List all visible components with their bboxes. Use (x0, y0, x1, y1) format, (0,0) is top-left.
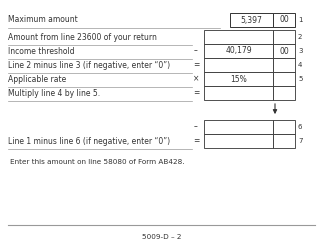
Text: ×: × (193, 74, 199, 84)
Text: Line 1 minus line 6 (if negative, enter “0”): Line 1 minus line 6 (if negative, enter … (8, 136, 170, 145)
Text: 15%: 15% (230, 74, 247, 84)
Bar (273, 58, 295, 72)
Text: 00: 00 (279, 16, 289, 24)
Text: =: = (193, 60, 199, 70)
Bar (204, 134, 273, 148)
Text: 7: 7 (298, 138, 303, 144)
Text: Income threshold: Income threshold (8, 46, 75, 56)
Text: 5: 5 (298, 76, 302, 82)
Bar (204, 86, 273, 100)
Text: 5009-D – 2: 5009-D – 2 (142, 234, 181, 240)
Text: –: – (194, 46, 198, 56)
Text: 1: 1 (298, 17, 303, 23)
Text: –: – (194, 122, 198, 132)
Text: Applicable rate: Applicable rate (8, 74, 66, 84)
Text: 3: 3 (298, 48, 303, 54)
Bar (273, 86, 295, 100)
Text: =: = (193, 136, 199, 145)
Bar (273, 72, 295, 86)
Text: 6: 6 (298, 124, 303, 130)
Bar (273, 44, 295, 58)
Bar (273, 120, 295, 134)
Text: 2: 2 (298, 34, 302, 40)
Bar (204, 44, 273, 58)
Text: 40,179: 40,179 (225, 46, 252, 56)
Text: Enter this amount on line 58080 of Form AB428.: Enter this amount on line 58080 of Form … (10, 159, 184, 165)
Bar (273, 13, 295, 27)
Text: 4: 4 (298, 62, 302, 68)
Bar (204, 72, 273, 86)
Bar (230, 13, 273, 27)
Text: 00: 00 (279, 46, 289, 56)
Bar (204, 58, 273, 72)
Bar (273, 134, 295, 148)
Bar (204, 120, 273, 134)
Bar (273, 30, 295, 44)
Text: Multiply line 4 by line 5.: Multiply line 4 by line 5. (8, 88, 100, 98)
Text: 5,397: 5,397 (241, 16, 262, 24)
Text: Maximum amount: Maximum amount (8, 16, 78, 24)
Bar (204, 30, 273, 44)
Text: Amount from line 23600 of your return: Amount from line 23600 of your return (8, 32, 157, 42)
Text: =: = (193, 88, 199, 98)
Text: Line 2 minus line 3 (if negative, enter “0”): Line 2 minus line 3 (if negative, enter … (8, 60, 170, 70)
